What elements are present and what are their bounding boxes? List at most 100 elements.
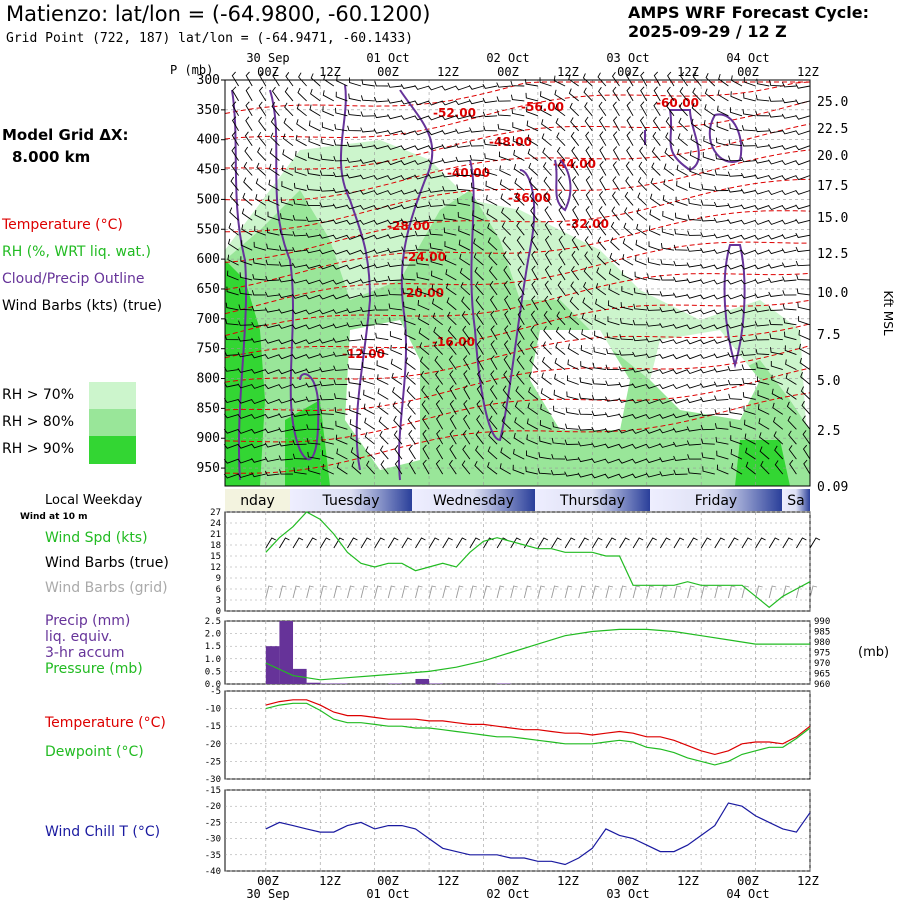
wind-barb	[484, 153, 498, 162]
wind-barb	[486, 208, 498, 221]
wind-barb	[476, 415, 484, 430]
wind-barb	[564, 455, 579, 461]
wind-barb	[770, 347, 783, 356]
bottom-time-label: 00Z	[497, 874, 519, 888]
wind-barb	[741, 350, 756, 356]
temp-tick-label: -30	[205, 775, 221, 785]
wind-barb	[489, 295, 498, 311]
wind-barb	[687, 467, 702, 475]
wind-barb	[476, 310, 484, 326]
wind-barb	[513, 448, 525, 460]
height-tick-label: 22.5	[817, 122, 848, 137]
wind-barb	[482, 97, 498, 104]
wind-barb	[242, 192, 253, 206]
wind-barb	[224, 334, 239, 341]
bottom-date-label: 04 Oct	[726, 887, 769, 900]
height-tick-label: 7.5	[817, 328, 840, 343]
temperature-contour-label: -24.00	[403, 250, 446, 264]
wind-barb	[297, 87, 307, 102]
wind-barb	[596, 267, 607, 281]
wind-barb-grid	[632, 585, 641, 599]
wind-barb	[727, 218, 743, 224]
wind-barb	[650, 177, 661, 191]
wind-barb	[781, 144, 797, 150]
wind-barb	[406, 386, 416, 400]
wind-barb	[400, 204, 416, 210]
wind-barb	[645, 337, 661, 343]
wind-barb	[468, 113, 484, 119]
wind-barb-true	[632, 537, 644, 549]
wind-barb	[474, 266, 484, 281]
wind-barb	[333, 379, 348, 385]
wind-barb	[486, 194, 498, 206]
wind-barb	[686, 398, 702, 404]
wind-barb	[530, 325, 539, 340]
wind-barb	[620, 302, 634, 311]
wind-barb	[373, 144, 389, 150]
wind-barb	[387, 114, 403, 120]
top-time-label: 00Z	[737, 65, 759, 79]
wind-barb	[585, 221, 593, 236]
chill-tick-label: -40	[205, 867, 221, 877]
dewpoint-legend-label: Dewpoint (°C)	[45, 744, 144, 760]
wind-barb	[608, 268, 620, 281]
wind-barb-true	[279, 537, 290, 549]
wind-barb	[566, 375, 579, 385]
top-time-label: 00Z	[377, 65, 399, 79]
wind-barb	[401, 274, 416, 281]
wind-barb	[564, 471, 579, 477]
wind-barb	[387, 190, 403, 196]
chill-tick-label: -35	[205, 851, 221, 861]
wind-barb-true	[564, 537, 576, 549]
wind-barb	[743, 76, 756, 87]
wind-barb	[713, 309, 729, 315]
wind-barb	[306, 200, 321, 207]
wind-barb	[557, 161, 566, 176]
wind-barb	[595, 298, 607, 311]
wind-barb-true	[265, 537, 277, 549]
wind-barb	[597, 72, 607, 87]
wind-barb	[501, 222, 512, 236]
wind-tick-label: 9	[216, 574, 221, 584]
wind-barb	[740, 294, 756, 300]
wind-barb-true	[537, 537, 549, 549]
wind-barb	[728, 393, 743, 400]
wind-barb	[754, 189, 770, 195]
wind-barb	[584, 236, 593, 251]
wind-barb	[417, 286, 430, 296]
wind-barb	[490, 355, 498, 370]
wind-barb	[660, 243, 675, 251]
wind-barb	[612, 131, 620, 146]
wind-barb	[346, 204, 362, 210]
height-tick-label: 17.5	[817, 179, 848, 194]
wind-barb	[503, 340, 512, 355]
wind-barb	[271, 86, 280, 102]
wind-barb	[230, 161, 239, 176]
wind-barb	[489, 385, 498, 400]
wind-barb	[237, 473, 253, 479]
wind-barb	[675, 196, 688, 206]
wind-barb	[702, 168, 715, 176]
wind-barb	[626, 71, 634, 87]
wind-barb-grid	[415, 585, 423, 599]
wind-barb	[632, 398, 647, 404]
wind-barb	[387, 204, 403, 210]
wind-barb	[264, 413, 280, 419]
wind-barb	[321, 122, 334, 132]
wind-barb	[373, 175, 389, 180]
wind-barb	[795, 130, 811, 136]
wind-barb	[758, 432, 770, 445]
wind-barb	[528, 387, 539, 400]
wind-barb	[359, 219, 375, 225]
wind-barb-grid	[455, 585, 464, 599]
wind-barb	[659, 442, 675, 448]
wind-barb	[591, 458, 607, 464]
wind-barb	[795, 218, 811, 224]
wind-barb-grid	[619, 585, 627, 599]
wind-barb	[715, 436, 729, 445]
wind-tick-label: 6	[216, 585, 221, 595]
wind-barb	[227, 270, 239, 281]
wind-barb	[558, 191, 566, 206]
wind-barb	[633, 303, 647, 311]
wind-barb	[496, 82, 511, 88]
